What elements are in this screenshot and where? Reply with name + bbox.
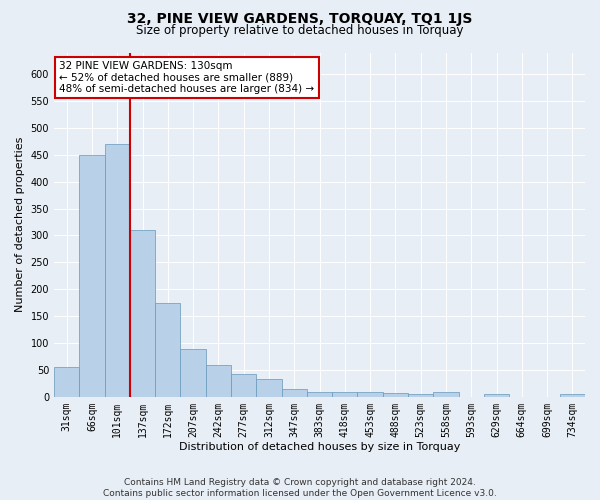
Bar bbox=[231, 374, 256, 397]
Text: 32, PINE VIEW GARDENS, TORQUAY, TQ1 1JS: 32, PINE VIEW GARDENS, TORQUAY, TQ1 1JS bbox=[127, 12, 473, 26]
Bar bbox=[181, 350, 206, 397]
Bar bbox=[560, 394, 585, 397]
Bar bbox=[54, 367, 79, 397]
Bar bbox=[256, 379, 281, 397]
Text: 32 PINE VIEW GARDENS: 130sqm
← 52% of detached houses are smaller (889)
48% of s: 32 PINE VIEW GARDENS: 130sqm ← 52% of de… bbox=[59, 61, 314, 94]
Bar bbox=[332, 392, 358, 397]
Bar bbox=[307, 392, 332, 397]
Bar bbox=[408, 394, 433, 397]
Bar bbox=[383, 392, 408, 397]
Text: Contains HM Land Registry data © Crown copyright and database right 2024.
Contai: Contains HM Land Registry data © Crown c… bbox=[103, 478, 497, 498]
Bar bbox=[155, 302, 181, 397]
Bar bbox=[130, 230, 155, 397]
Bar bbox=[484, 394, 509, 397]
Bar bbox=[79, 154, 104, 397]
X-axis label: Distribution of detached houses by size in Torquay: Distribution of detached houses by size … bbox=[179, 442, 460, 452]
Bar bbox=[206, 364, 231, 397]
Bar bbox=[433, 392, 458, 397]
Bar bbox=[358, 392, 383, 397]
Text: Size of property relative to detached houses in Torquay: Size of property relative to detached ho… bbox=[136, 24, 464, 37]
Bar bbox=[104, 144, 130, 397]
Y-axis label: Number of detached properties: Number of detached properties bbox=[15, 137, 25, 312]
Bar bbox=[281, 389, 307, 397]
